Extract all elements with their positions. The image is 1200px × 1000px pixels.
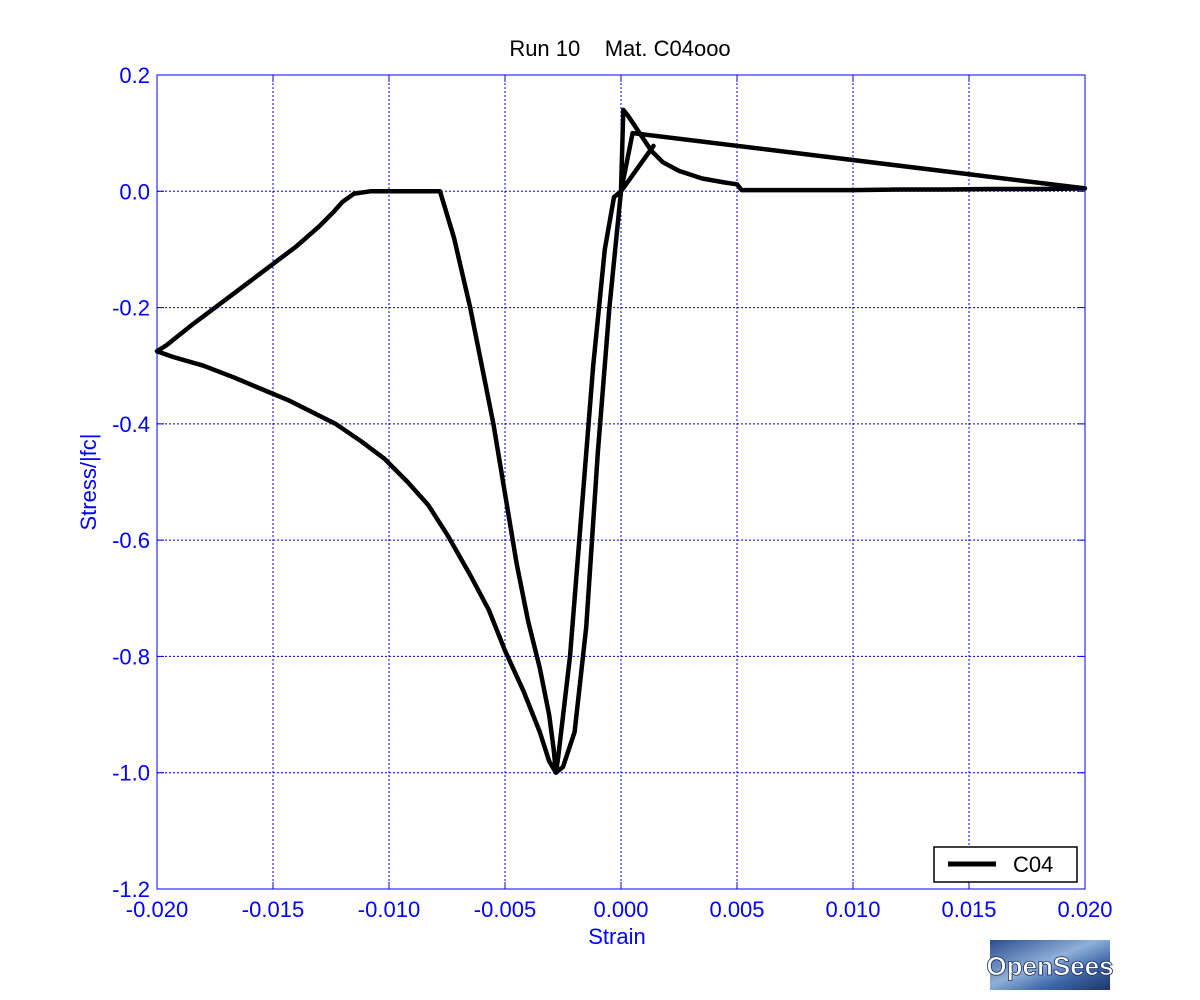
legend: C04 (933, 846, 1078, 883)
y-tick-label: -0.8 (112, 644, 150, 669)
x-tick-label: -0.010 (358, 897, 420, 922)
y-tick-label: 0.2 (119, 63, 150, 88)
y-tick-label: -0.2 (112, 296, 150, 321)
x-tick-label: 0.015 (941, 897, 996, 922)
y-tick-label: -0.4 (112, 412, 150, 437)
y-tick-label: -0.6 (112, 528, 150, 553)
x-tick-label: 0.005 (709, 897, 764, 922)
y-tick-label: 0.0 (119, 179, 150, 204)
x-tick-label: 0.000 (593, 897, 648, 922)
x-tick-label: -0.020 (126, 897, 188, 922)
x-tick-label: 0.020 (1057, 897, 1112, 922)
opensees-logo: OpenSees (986, 940, 1114, 990)
legend-label: C04 (1013, 852, 1053, 877)
y-axis-label: Stress/|fc| (76, 433, 101, 530)
x-tick-label: -0.015 (242, 897, 304, 922)
x-ticks: -0.020 -0.015 -0.010 -0.005 0.000 0.005 0.010 0… (126, 75, 1113, 922)
series-line-c04 (154, 107, 1088, 775)
series-group (154, 107, 1088, 775)
x-tick-label: -0.005 (474, 897, 536, 922)
chart-title: Run 10 Mat. C04ooo (509, 36, 730, 61)
logo-text: OpenSees (986, 951, 1113, 981)
y-tick-label: -1.0 (112, 761, 150, 786)
x-tick-label: 0.010 (825, 897, 880, 922)
y-ticks: 0.2 0.0 -0.2 -0.4 -0.6 -0.8 -1.0 -1.2 (112, 63, 1085, 902)
logo-background (990, 940, 1110, 990)
y-tick-label: -1.2 (112, 877, 150, 902)
x-axis-label: Strain (588, 924, 645, 949)
